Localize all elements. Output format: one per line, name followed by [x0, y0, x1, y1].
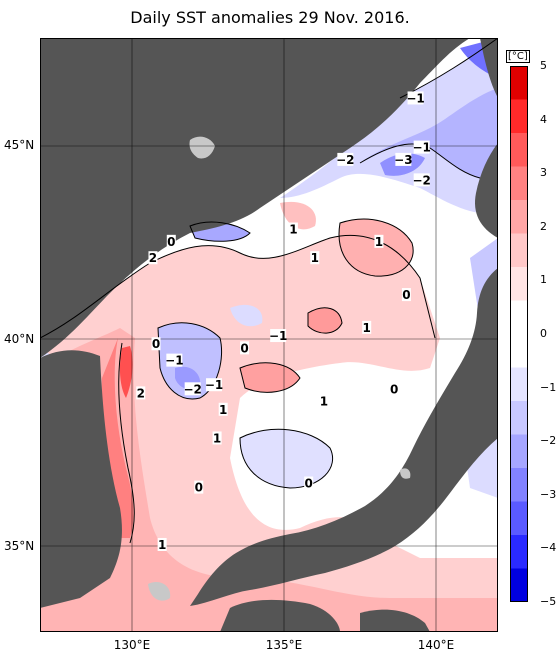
colorbar-segment [510, 66, 528, 100]
contour-label: 0 [402, 288, 410, 302]
colorbar-tick-label: 3 [540, 166, 547, 180]
contour-label: 0 [240, 341, 248, 355]
colorbar-segment [510, 300, 528, 335]
contour-label: 0 [305, 477, 313, 491]
colorbar-tick-label: 5 [540, 59, 547, 72]
map-title: Daily SST anomalies 29 Nov. 2016. [130, 8, 410, 27]
colorbar-segment [510, 200, 528, 234]
colorbar-unit: [°C] [506, 50, 530, 63]
contour-label: 1 [219, 403, 227, 417]
contour-label: 0 [167, 235, 175, 249]
lon-label-135: 135°E [265, 638, 303, 652]
colorbar-segment [510, 535, 528, 569]
contour-label: −1 [269, 329, 287, 343]
contour-label: −1 [406, 91, 424, 105]
colorbar-segment [510, 401, 528, 435]
colorbar-tick-label: −4 [540, 541, 557, 555]
contour-label: 1 [375, 235, 383, 249]
colorbar-tick-label: −1 [540, 380, 557, 394]
land-masses [40, 38, 498, 632]
contour-label: −1 [205, 378, 223, 392]
colorbar-tick-label: 0 [540, 327, 547, 340]
islands [148, 136, 411, 601]
colorbar-segment [510, 233, 528, 268]
contour-label: 1 [213, 431, 221, 445]
colorbar-tick-label: 2 [540, 219, 547, 233]
colorbar-tick-label: 4 [540, 112, 547, 126]
contour-label: 0 [152, 337, 160, 351]
lon-label-130: 130°E [113, 638, 151, 652]
colorbar-segment [510, 367, 528, 402]
contour-label: 2 [137, 386, 145, 400]
contour-label: 1 [289, 223, 297, 237]
map-frame [40, 38, 498, 632]
colorbar-tick-label: −5 [540, 595, 557, 608]
contour-label: 0 [390, 382, 398, 396]
colorbar-segment [510, 334, 528, 368]
colorbar [510, 66, 528, 602]
contour-label: 1 [158, 538, 166, 552]
colorbar-segment [510, 166, 528, 201]
lon-label-140: 140°E [417, 638, 455, 652]
contour-label: −2 [412, 173, 430, 187]
colorbar-segment [510, 501, 528, 536]
colorbar-segment [510, 568, 528, 602]
colorbar-tick-label: −3 [540, 487, 557, 501]
colorbar-segment [510, 267, 528, 301]
lat-label-40: 40°N [4, 332, 35, 346]
contour-label: −2 [336, 153, 354, 167]
contour-label: −2 [183, 382, 201, 396]
contour-label: −1 [412, 141, 430, 155]
contour-label: 0 [195, 481, 203, 495]
colorbar-segment [510, 468, 528, 502]
lat-label-35: 35°N [4, 539, 35, 553]
contour-label: −1 [165, 354, 183, 368]
colorbar-segment [510, 99, 528, 134]
colorbar-segment [510, 434, 528, 469]
contour-label: 1 [320, 395, 328, 409]
lat-label-45: 45°N [4, 138, 35, 152]
colorbar-segment [510, 133, 528, 167]
colorbar-tick-label: −2 [540, 434, 557, 448]
contour-label: 2 [149, 251, 157, 265]
contour-label: 1 [311, 251, 319, 265]
contour-label: 1 [363, 321, 371, 335]
colorbar-tick-label: 1 [540, 273, 547, 287]
contour-label: −3 [394, 153, 412, 167]
